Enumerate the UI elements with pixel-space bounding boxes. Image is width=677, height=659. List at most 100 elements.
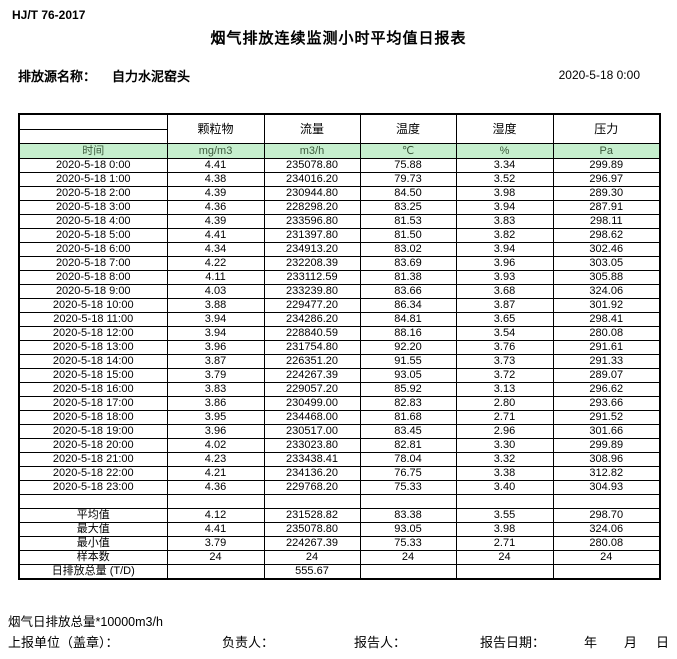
value-cell: 234016.20 xyxy=(263,172,361,187)
spacer-cell xyxy=(455,494,554,509)
time-cell: 2020-5-18 15:00 xyxy=(18,368,168,383)
value-cell: 3.96 xyxy=(455,256,554,271)
value-cell: 302.46 xyxy=(552,242,661,257)
data-row: 2020-5-18 4:00 4.39 233596.80 81.53 3.83 298.… xyxy=(18,214,661,229)
value-cell: 82.81 xyxy=(359,438,457,453)
value-cell: 234913.20 xyxy=(263,242,361,257)
value-cell: 4.21 xyxy=(166,466,265,481)
time-cell: 2020-5-18 6:00 xyxy=(18,242,168,257)
summary-label: 最小值 xyxy=(18,536,168,551)
value-cell: 301.92 xyxy=(552,298,661,313)
month-label: 月 xyxy=(624,635,638,650)
value-cell: 75.88 xyxy=(359,158,457,173)
value-cell: 229057.20 xyxy=(263,382,361,397)
summary-value: 93.05 xyxy=(359,522,457,537)
value-cell: 291.61 xyxy=(552,340,661,355)
value-cell: 3.94 xyxy=(166,312,265,327)
report-datetime: 2020-5-18 0:00 xyxy=(558,68,640,82)
value-cell: 81.50 xyxy=(359,228,457,243)
value-cell: 232208.39 xyxy=(263,256,361,271)
source-line: 排放源名称： 自力水泥窑头 xyxy=(18,66,190,85)
value-cell: 234468.00 xyxy=(263,410,361,425)
summary-value: 24 xyxy=(166,550,265,565)
summary-value: 298.70 xyxy=(552,508,661,523)
data-row: 2020-5-18 17:00 3.86 230499.00 82.83 2.80 293… xyxy=(18,396,661,411)
value-cell: 83.25 xyxy=(359,200,457,215)
summary-row: 样本数 24 24 24 24 24 xyxy=(18,550,661,565)
value-cell: 3.79 xyxy=(166,368,265,383)
value-cell: 233596.80 xyxy=(263,214,361,229)
value-cell: 228840.59 xyxy=(263,326,361,341)
value-cell: 234136.20 xyxy=(263,466,361,481)
summary-value: 280.08 xyxy=(552,536,661,551)
value-cell: 226351.20 xyxy=(263,354,361,369)
data-row: 2020-5-18 11:00 3.94 234286.20 84.81 3.65 298… xyxy=(18,312,661,327)
value-cell: 4.02 xyxy=(166,438,265,453)
value-cell: 296.62 xyxy=(552,382,661,397)
value-cell: 4.36 xyxy=(166,480,265,495)
value-cell: 308.96 xyxy=(552,452,661,467)
summary-value: 231528.82 xyxy=(263,508,361,523)
summary-value: 75.33 xyxy=(359,536,457,551)
value-cell: 305.88 xyxy=(552,270,661,285)
standard-code: HJ/T 76-2017 xyxy=(12,8,86,22)
value-cell: 86.34 xyxy=(359,298,457,313)
value-cell: 83.69 xyxy=(359,256,457,271)
value-cell: 3.96 xyxy=(166,424,265,439)
flow-total-note: 烟气日排放总量*10000m3/h xyxy=(8,615,163,629)
value-cell: 3.13 xyxy=(455,382,554,397)
time-cell: 2020-5-18 21:00 xyxy=(18,452,168,467)
time-cell: 2020-5-18 22:00 xyxy=(18,466,168,481)
value-cell: 230499.00 xyxy=(263,396,361,411)
time-cell: 2020-5-18 2:00 xyxy=(18,186,168,201)
col-unit-1: m3/h xyxy=(263,143,361,159)
data-row: 2020-5-18 16:00 3.83 229057.20 85.92 3.13 296… xyxy=(18,382,661,397)
time-cell: 2020-5-18 10:00 xyxy=(18,298,168,313)
summary-label: 最大值 xyxy=(18,522,168,537)
time-cell: 2020-5-18 13:00 xyxy=(18,340,168,355)
summary-value xyxy=(359,564,457,580)
value-cell: 3.87 xyxy=(166,354,265,369)
value-cell: 291.33 xyxy=(552,354,661,369)
data-row: 2020-5-18 23:00 4.36 229768.20 75.33 3.40 304… xyxy=(18,480,661,495)
page-title: 烟气排放连续监测小时平均值日报表 xyxy=(210,30,467,47)
table-head: 颗粒物 流量 温度 湿度 压力 时间 mg/m3 m3/h ℃% Pa xyxy=(18,113,661,159)
value-cell: 4.36 xyxy=(166,200,265,215)
table-body: 2020-5-18 0:00 4.41 235078.80 75.88 3.34 299.… xyxy=(18,158,661,580)
summary-value: 2.71 xyxy=(455,536,554,551)
summary-value: 3.98 xyxy=(455,522,554,537)
value-cell: 293.66 xyxy=(552,396,661,411)
value-cell: 4.39 xyxy=(166,214,265,229)
value-cell: 4.22 xyxy=(166,256,265,271)
value-cell: 93.05 xyxy=(359,368,457,383)
summary-value: 4.12 xyxy=(166,508,265,523)
value-cell: 3.88 xyxy=(166,298,265,313)
data-row: 2020-5-18 3:00 4.36 228298.20 83.25 3.94 287.… xyxy=(18,200,661,215)
value-cell: 91.55 xyxy=(359,354,457,369)
value-cell: 289.07 xyxy=(552,368,661,383)
value-cell: 85.92 xyxy=(359,382,457,397)
value-cell: 296.97 xyxy=(552,172,661,187)
data-row: 2020-5-18 22:00 4.21 234136.20 76.75 3.38 312… xyxy=(18,466,661,481)
value-cell: 4.34 xyxy=(166,242,265,257)
col-unit-3: % xyxy=(455,143,554,159)
data-row: 2020-5-18 7:00 4.22 232208.39 83.69 3.96 303.… xyxy=(18,256,661,271)
col-unit-4: Pa xyxy=(552,143,661,159)
value-cell: 3.94 xyxy=(455,242,554,257)
summary-value xyxy=(455,564,554,580)
value-cell: 3.82 xyxy=(455,228,554,243)
value-cell: 81.38 xyxy=(359,270,457,285)
value-cell: 83.02 xyxy=(359,242,457,257)
col-unit-0: mg/m3 xyxy=(166,143,265,159)
summary-row: 最小值 3.79 224267.39 75.33 2.71 280.08 xyxy=(18,536,661,551)
value-cell: 2.96 xyxy=(455,424,554,439)
summary-value: 324.06 xyxy=(552,522,661,537)
value-cell: 289.30 xyxy=(552,186,661,201)
value-cell: 76.75 xyxy=(359,466,457,481)
value-cell: 228298.20 xyxy=(263,200,361,215)
data-row: 2020-5-18 2:00 4.39 230944.80 84.50 3.98 289.… xyxy=(18,186,661,201)
summary-value: 3.55 xyxy=(455,508,554,523)
value-cell: 4.39 xyxy=(166,186,265,201)
spacer-cell xyxy=(552,494,661,509)
value-cell: 235078.80 xyxy=(263,158,361,173)
